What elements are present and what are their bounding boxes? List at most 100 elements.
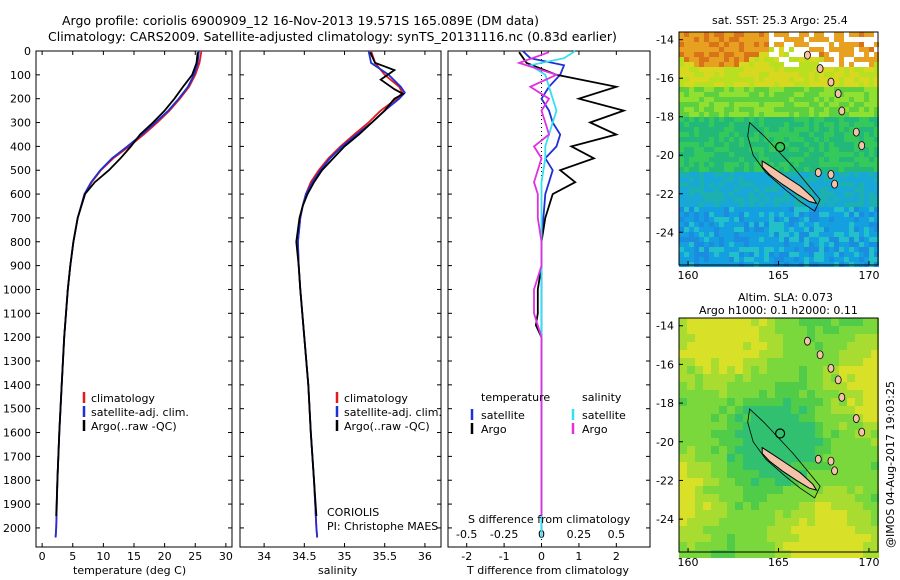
- map-cell: [844, 227, 849, 232]
- map-cell: [679, 117, 684, 122]
- map-cell: [774, 182, 779, 187]
- map-cell: [855, 454, 863, 462]
- depth-tick-label: 200: [10, 93, 31, 106]
- map-cell: [775, 510, 783, 518]
- map-cell: [709, 247, 714, 252]
- map-cell: [764, 232, 769, 237]
- map-cell: [719, 102, 724, 107]
- map-cell: [764, 242, 769, 247]
- map-cell: [789, 252, 794, 257]
- map-cell: [749, 242, 754, 247]
- map-cell: [724, 67, 729, 72]
- map-cell: [729, 112, 734, 117]
- map-cell: [834, 87, 839, 92]
- island: [816, 350, 824, 360]
- map-cell: [849, 197, 854, 202]
- map-cell: [834, 147, 839, 152]
- map-cell: [819, 97, 824, 102]
- map-cell: [859, 212, 864, 217]
- map-cell: [764, 127, 769, 132]
- map-cell: [824, 247, 829, 252]
- map-cell: [874, 127, 879, 132]
- map-cell: [804, 72, 809, 77]
- map-cell: [704, 247, 709, 252]
- map-cell: [734, 102, 739, 107]
- map-cell: [744, 82, 749, 87]
- map-cell: [855, 518, 863, 526]
- map-cell: [711, 358, 719, 366]
- map-cell: [839, 117, 844, 122]
- legend-label: Argo: [582, 423, 608, 436]
- map-cell: [687, 430, 695, 438]
- map-cell: [719, 77, 724, 82]
- map-cell: [735, 366, 743, 374]
- depth-tick-label: 300: [10, 117, 31, 130]
- map-cell: [687, 422, 695, 430]
- map-cell: [699, 207, 704, 212]
- map-cell: [819, 87, 824, 92]
- map-cell: [819, 152, 824, 157]
- map-cell: [679, 87, 684, 92]
- map-cell: [791, 366, 799, 374]
- map-cell: [774, 47, 779, 52]
- map-cell: [694, 47, 699, 52]
- map-cell: [799, 137, 804, 142]
- salinity-xlabel: salinity: [318, 564, 358, 577]
- legend-label: climatology: [344, 392, 408, 405]
- map-cell: [719, 207, 724, 212]
- map-cell: [694, 162, 699, 167]
- map-cell: [689, 77, 694, 82]
- map-cell: [679, 382, 687, 390]
- map-cell: [804, 227, 809, 232]
- map-cell: [687, 342, 695, 350]
- map-cell: [754, 182, 759, 187]
- map-cell: [764, 92, 769, 97]
- map-cell: [864, 57, 869, 62]
- map-cell: [824, 107, 829, 112]
- map-cell: [703, 318, 711, 326]
- map-cell: [855, 326, 863, 334]
- map-cell: [751, 430, 759, 438]
- map-cell: [847, 430, 855, 438]
- map-cell: [799, 334, 807, 342]
- map-cell: [844, 112, 849, 117]
- map-cell: [679, 62, 684, 67]
- map-cell: [744, 32, 749, 37]
- map-cell: [729, 167, 734, 172]
- map-cell: [719, 526, 727, 534]
- map-cell: [703, 382, 711, 390]
- map-cell: [724, 32, 729, 37]
- map-cell: [804, 87, 809, 92]
- map-cell: [694, 72, 699, 77]
- map-cell: [864, 222, 869, 227]
- map-cell: [749, 247, 754, 252]
- map-cell: [727, 534, 735, 542]
- map-cell: [687, 502, 695, 510]
- map-cell: [751, 438, 759, 446]
- map-cell: [744, 252, 749, 257]
- map-cell: [714, 87, 719, 92]
- map-cell: [751, 550, 759, 558]
- map-cell: [684, 252, 689, 257]
- map-cell: [774, 117, 779, 122]
- map-cell: [794, 157, 799, 162]
- map-cell: [714, 152, 719, 157]
- map-cell: [699, 172, 704, 177]
- map-cell: [823, 454, 831, 462]
- map-cell: [689, 212, 694, 217]
- map-cell: [743, 470, 751, 478]
- map-cell: [694, 42, 699, 47]
- map-cell: [871, 462, 879, 470]
- map-cell: [734, 172, 739, 177]
- map-cell: [831, 446, 839, 454]
- map-cell: [735, 510, 743, 518]
- map-cell: [739, 247, 744, 252]
- map-cell: [804, 242, 809, 247]
- map-cell: [874, 47, 879, 52]
- series-line-argo-raw-qc-: [55, 52, 199, 517]
- map-cell: [775, 382, 783, 390]
- map-cell: [729, 247, 734, 252]
- map-cell: [769, 207, 774, 212]
- map-cell: [823, 374, 831, 382]
- map-cell: [759, 478, 767, 486]
